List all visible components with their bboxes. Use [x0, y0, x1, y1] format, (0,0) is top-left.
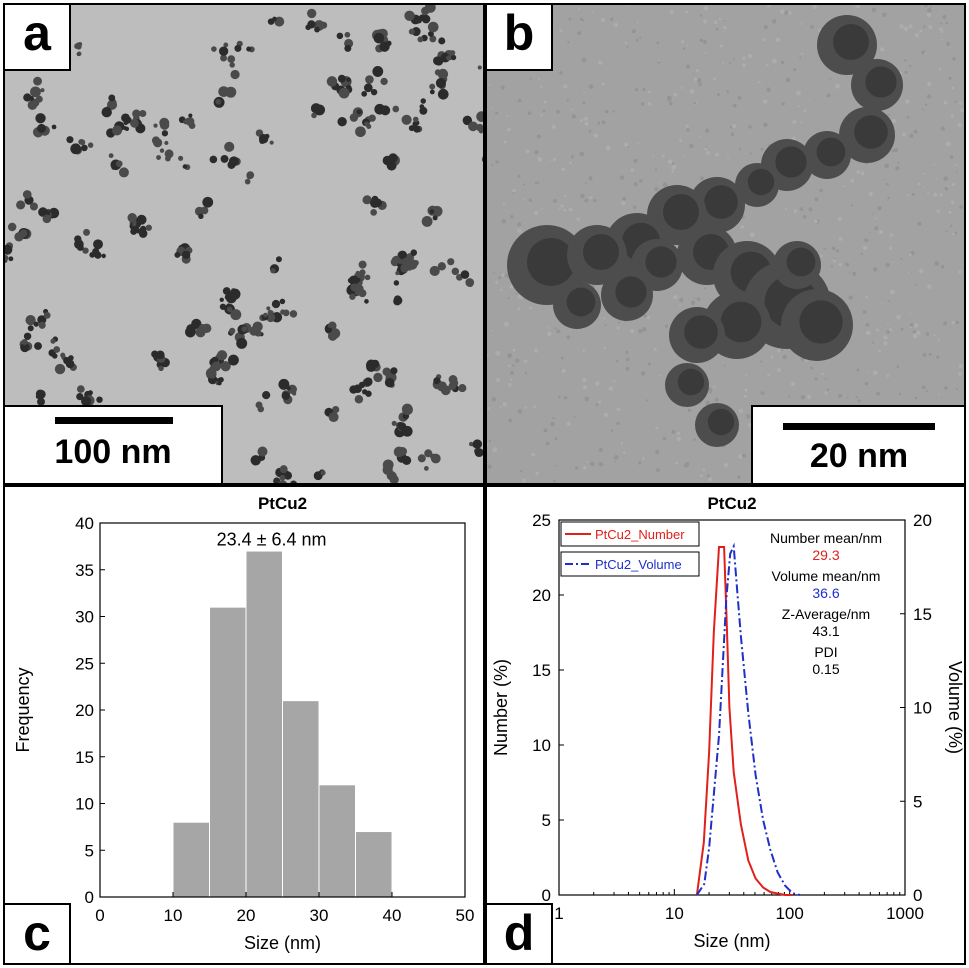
left-y-tick-label: 5	[542, 811, 551, 830]
stat-value: 29.3	[812, 547, 839, 563]
stat-label: Volume mean/nm	[772, 568, 881, 584]
x-tick-label: 50	[456, 906, 475, 925]
right-y-tick-label: 5	[913, 792, 922, 811]
histogram-bar	[318, 784, 356, 898]
x-axis-label-d: Size (nm)	[693, 931, 770, 951]
stat-label: PDI	[814, 644, 837, 660]
mean-size-annotation: 23.4 ± 6.4 nm	[217, 529, 327, 549]
histogram-panel-c: 0 5 10 15 20 25 30 35 40 0 10 20 30 40 50 PtCu2 23.4 ± 6…	[3, 485, 485, 965]
scale-bar-box-a: 100 nm	[5, 405, 223, 483]
y-tick-label: 15	[75, 748, 94, 767]
left-y-tick-label: 0	[542, 886, 551, 905]
panel-label-a: a	[5, 5, 71, 71]
y-tick-label: 20	[75, 701, 94, 720]
histogram-bar	[209, 606, 247, 898]
right-y-axis-label: Volume (%)	[945, 661, 964, 754]
left-y-tick-label: 15	[532, 661, 551, 680]
x-tick-label: 30	[310, 906, 329, 925]
legend-label: PtCu2_Number	[595, 527, 685, 542]
tem-panel-a: a 100 nm	[3, 3, 485, 485]
y-tick-label: 30	[75, 608, 94, 627]
y-tick-label: 10	[75, 795, 94, 814]
x-tick-label: 100	[775, 904, 803, 923]
left-y-axis-label: Number (%)	[491, 659, 511, 756]
left-y-tick-label: 25	[532, 511, 551, 530]
histogram-bar	[355, 831, 393, 898]
legend-label: PtCu2_Volume	[595, 557, 682, 572]
series-line-ptcu2-number	[695, 546, 793, 896]
stat-label: Z-Average/nm	[782, 606, 870, 622]
x-tick-label: 10	[164, 906, 183, 925]
scale-bar-a	[55, 417, 173, 424]
scale-label-b: 20 nm	[809, 437, 909, 475]
y-tick-label: 0	[85, 888, 94, 907]
tem-panel-b: b 20 nm	[485, 3, 966, 485]
dls-panel-d: 0 5 10 15 20 25 0 5 10 15 20 1 10 100 1000 PtCu2_Number…	[485, 485, 966, 965]
dls-distribution-chart: 0 5 10 15 20 25 0 5 10 15 20 1 10 100 1000 PtCu2_Number…	[491, 494, 964, 951]
tem-image-overview	[5, 5, 483, 483]
right-y-tick-label: 20	[913, 511, 932, 530]
y-tick-label: 40	[75, 514, 94, 533]
panel-label-d: d	[487, 903, 553, 963]
left-y-tick-label: 10	[532, 736, 551, 755]
left-y-tick-label: 20	[532, 586, 551, 605]
right-y-tick-label: 10	[913, 699, 932, 718]
tem-image-highres	[487, 5, 964, 483]
y-tick-label: 35	[75, 561, 94, 580]
x-tick-label: 40	[383, 906, 402, 925]
scale-label-a: 100 nm	[54, 433, 172, 471]
x-tick-label: 20	[237, 906, 256, 925]
histogram-bar	[282, 700, 320, 898]
right-y-tick-label: 15	[913, 605, 932, 624]
stat-value: 36.6	[812, 585, 839, 601]
panel-label-b: b	[487, 5, 553, 71]
histogram-bar	[245, 550, 283, 898]
size-histogram-chart: 0 5 10 15 20 25 30 35 40 0 10 20 30 40 50 PtCu2 23.4 ± 6…	[13, 494, 475, 953]
right-y-tick-label: 0	[913, 886, 922, 905]
stat-label: Number mean/nm	[770, 530, 882, 546]
x-tick-label: 1000	[886, 904, 924, 923]
scale-bar-b	[783, 423, 935, 430]
stat-value: 0.15	[812, 661, 839, 677]
x-tick-label: 0	[95, 906, 104, 925]
chart-title-c: PtCu2	[258, 494, 307, 513]
panel-label-c: c	[5, 903, 71, 963]
histogram-bar	[172, 821, 210, 898]
nanoparticle-aggregate-b	[507, 15, 903, 447]
y-tick-label: 25	[75, 654, 94, 673]
series-line-ptcu2-volume	[696, 542, 801, 896]
x-tick-label: 1	[554, 904, 563, 923]
chart-title-d: PtCu2	[707, 494, 756, 513]
scale-bar-box-b: 20 nm	[751, 405, 964, 483]
y-axis-label-c: Frequency	[13, 667, 33, 752]
x-tick-label: 10	[665, 904, 684, 923]
y-tick-label: 5	[85, 841, 94, 860]
stat-value: 43.1	[812, 623, 839, 639]
x-axis-label-c: Size (nm)	[244, 933, 321, 953]
